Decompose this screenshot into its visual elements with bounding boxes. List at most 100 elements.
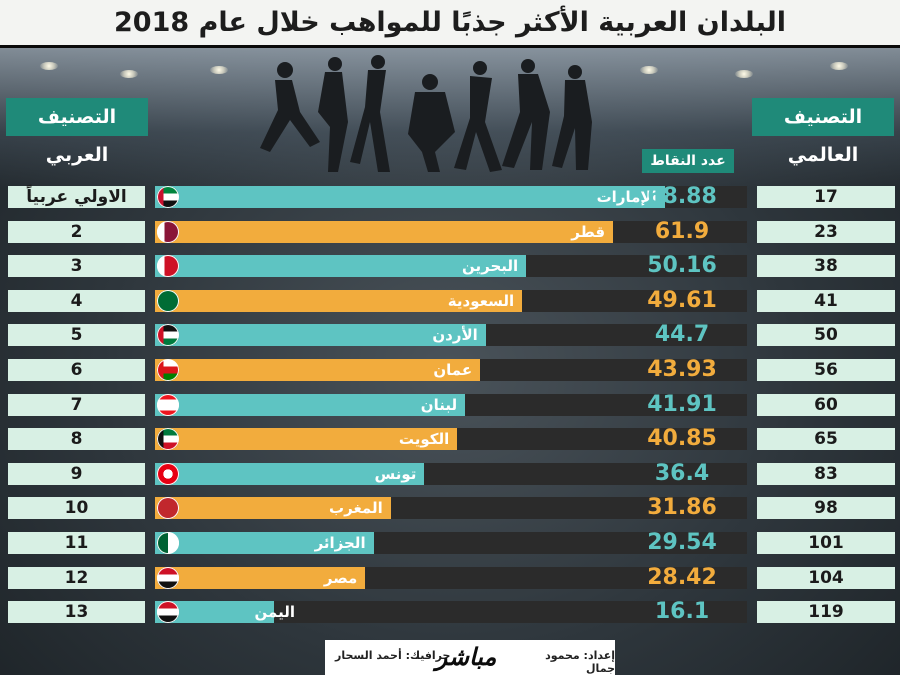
data-label: 16.1 — [654, 599, 710, 625]
data-label: 29.54 — [647, 530, 717, 555]
arab-rank-cell: 2 — [8, 220, 145, 243]
country-label: المغرب — [329, 499, 383, 518]
bar — [155, 566, 366, 589]
arab-rank-cell: 3 — [8, 255, 145, 278]
arab-rank-cell: 13 — [8, 601, 145, 624]
global-rank-cell: 41 — [757, 289, 895, 312]
global-rank-cell: 23 — [757, 220, 895, 243]
jordan-flag-icon — [157, 324, 179, 347]
oman-flag-icon — [157, 359, 179, 381]
data-label: 28.42 — [647, 564, 717, 590]
kuwait-flag-icon — [157, 428, 179, 451]
bar — [155, 532, 374, 554]
bar — [155, 186, 665, 208]
global-rank-heading: التصنيف العالمي — [783, 106, 863, 166]
data-label: 43.93 — [647, 357, 717, 382]
bar — [155, 324, 486, 347]
bar — [155, 462, 425, 485]
arab-rank-banner: التصنيف العربي — [6, 98, 148, 166]
data-label: 61.9 — [654, 218, 710, 244]
data-label: 31.86 — [647, 495, 717, 521]
data-label: 49.61 — [647, 287, 717, 313]
credits-footer: جرافيك: أحمد السحار مباشر إعداد: محمود ج… — [325, 640, 615, 675]
saudi-flag-icon — [157, 289, 179, 312]
arab-rank-cell: 4 — [8, 289, 145, 312]
arab-rank-cell: 9 — [8, 462, 145, 485]
stadium-lamp — [830, 62, 848, 70]
uae-flag-icon — [157, 186, 179, 208]
stadium-lamp — [735, 70, 753, 78]
bar-track — [155, 601, 747, 624]
points-column-label: عدد النقاط — [642, 149, 734, 173]
bar — [155, 601, 275, 624]
data-label: 40.85 — [647, 426, 717, 452]
country-label: قطر — [571, 222, 606, 241]
brand-logo: مباشر — [435, 643, 497, 671]
global-rank-cell: 98 — [757, 497, 895, 520]
stadium-lamp — [210, 66, 228, 74]
global-rank-cell: 104 — [757, 566, 895, 589]
bar — [155, 289, 523, 312]
country-label: الكويت — [398, 430, 450, 449]
data-label: 68.88 — [647, 184, 717, 209]
global-rank-cell: 50 — [757, 324, 895, 347]
author-credit: إعداد: محمود جمال — [545, 649, 615, 675]
data-label: 41.91 — [647, 391, 717, 417]
bar — [155, 359, 481, 381]
banner-ribbon — [752, 98, 894, 136]
chart-title: البلدان العربية الأكثر جذبًا للمواهب خلا… — [114, 7, 786, 38]
tunisia-flag-icon — [157, 462, 179, 485]
arab-rank-heading: التصنيف العربي — [37, 106, 117, 166]
banner-ribbon — [6, 98, 148, 136]
bar — [155, 428, 458, 451]
lebanon-flag-icon — [157, 393, 179, 416]
global-rank-cell: 56 — [757, 359, 895, 381]
data-label: 50.16 — [647, 253, 717, 279]
country-label: عمان — [433, 361, 473, 379]
global-rank-cell: 60 — [757, 393, 895, 416]
arab-rank-cell: 11 — [8, 532, 145, 554]
arab-rank-cell: 12 — [8, 566, 145, 589]
bar — [155, 393, 466, 416]
stadium-lamp — [40, 62, 58, 70]
data-label: 36.4 — [654, 460, 710, 486]
country-label: مصر — [323, 568, 358, 587]
qatar-flag-icon — [157, 220, 179, 243]
arab-rank-cell: 10 — [8, 497, 145, 520]
egypt-flag-icon — [157, 566, 179, 589]
country-label: تونس — [374, 464, 417, 483]
arab-rank-cell: 7 — [8, 393, 145, 416]
arab-rank-cell: 8 — [8, 428, 145, 451]
arab-rank-cell: الاولي عربياً — [8, 186, 145, 208]
athletes-silhouettes — [260, 55, 592, 172]
bar — [155, 255, 527, 278]
country-label: لبنان — [420, 395, 458, 414]
morocco-flag-icon — [157, 497, 179, 520]
country-label: اليمن — [254, 603, 295, 622]
country-label: الجزائر — [314, 534, 366, 552]
title-bar: البلدان العربية الأكثر جذبًا للمواهب خلا… — [0, 0, 900, 48]
global-rank-cell: 17 — [757, 186, 895, 208]
bahrain-flag-icon — [157, 255, 179, 278]
global-rank-cell: 38 — [757, 255, 895, 278]
bar — [155, 497, 391, 520]
yemen-flag-icon — [157, 601, 179, 624]
global-rank-banner: التصنيف العالمي — [752, 98, 894, 166]
global-rank-cell: 101 — [757, 532, 895, 554]
global-rank-cell: 65 — [757, 428, 895, 451]
arab-rank-cell: 5 — [8, 324, 145, 347]
country-label: الأردن — [432, 326, 478, 345]
bar — [155, 220, 614, 243]
country-label: السعودية — [447, 291, 515, 310]
graphics-credit: جرافيك: أحمد السحار — [335, 649, 451, 662]
data-label: 44.7 — [654, 322, 710, 348]
global-rank-cell: 119 — [757, 601, 895, 624]
country-label: البحرين — [462, 257, 519, 276]
stadium-lamp — [640, 66, 658, 74]
stadium-lamp — [120, 70, 138, 78]
algeria-flag-icon — [157, 532, 179, 554]
global-rank-cell: 83 — [757, 462, 895, 485]
arab-rank-cell: 6 — [8, 359, 145, 381]
country-label: الإمارات — [596, 188, 657, 206]
